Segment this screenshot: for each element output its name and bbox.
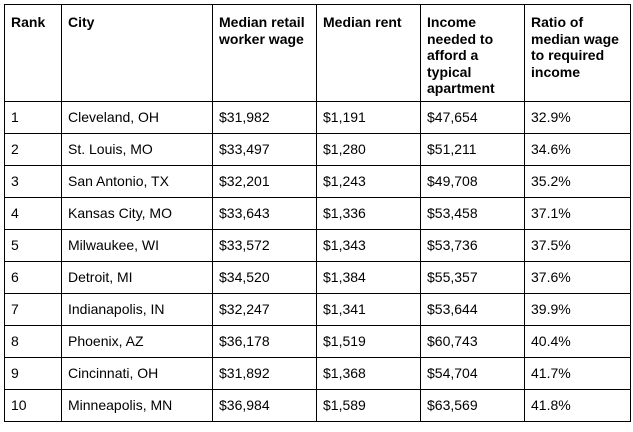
table-row: 8 Phoenix, AZ $36,178 $1,519 $60,743 40.4% (4, 325, 631, 358)
cell-rank: 2 (4, 133, 62, 166)
cell-ratio: 40.4% (524, 325, 631, 358)
cell-ratio: 37.5% (524, 229, 631, 262)
table-row: 7 Indianapolis, IN $32,247 $1,341 $53,644 39.… (4, 293, 631, 326)
header-row: Rank City Median retail worker wage Medi… (4, 4, 631, 102)
cell-rank: 7 (4, 293, 62, 326)
cell-ratio: 41.8% (524, 389, 631, 422)
table-row: 10 Minneapolis, MN $36,984 $1,589 $63,569 41.… (4, 389, 631, 422)
cell-median-wage: $36,984 (212, 389, 317, 422)
cell-ratio: 32.9% (524, 101, 631, 134)
header-rank: Rank (4, 4, 62, 102)
table-row: 3 San Antonio, TX $32,201 $1,243 $49,708 35.2… (4, 165, 631, 198)
cell-city: Indianapolis, IN (61, 293, 213, 326)
rent-affordability-table: Rank City Median retail worker wage Medi… (4, 4, 631, 422)
cell-median-wage: $36,178 (212, 325, 317, 358)
cell-median-rent: $1,336 (316, 197, 421, 230)
cell-income-needed: $53,736 (420, 229, 525, 262)
cell-median-wage: $31,982 (212, 101, 317, 134)
table-row: 1 Cleveland, OH $31,982 $1,191 $47,654 32.9% (4, 101, 631, 134)
table-row: 9 Cincinnati, OH $31,892 $1,368 $54,704 41.7% (4, 357, 631, 390)
header-ratio: Ratio of median wage to required income (524, 4, 631, 102)
cell-income-needed: $63,569 (420, 389, 525, 422)
cell-median-rent: $1,589 (316, 389, 421, 422)
cell-rank: 1 (4, 101, 62, 134)
cell-city: Minneapolis, MN (61, 389, 213, 422)
cell-ratio: 37.1% (524, 197, 631, 230)
cell-income-needed: $55,357 (420, 261, 525, 294)
cell-income-needed: $53,458 (420, 197, 525, 230)
header-income-needed: Income needed to afford a typical apartm… (420, 4, 525, 102)
cell-median-rent: $1,519 (316, 325, 421, 358)
cell-city: Kansas City, MO (61, 197, 213, 230)
cell-rank: 8 (4, 325, 62, 358)
table-row: 2 St. Louis, MO $33,497 $1,280 $51,211 34.6% (4, 133, 631, 166)
cell-rank: 9 (4, 357, 62, 390)
cell-median-wage: $33,497 (212, 133, 317, 166)
cell-rank: 4 (4, 197, 62, 230)
header-median-rent: Median rent (316, 4, 421, 102)
cell-median-wage: $32,201 (212, 165, 317, 198)
header-city: City (61, 4, 213, 102)
cell-median-rent: $1,243 (316, 165, 421, 198)
cell-median-rent: $1,280 (316, 133, 421, 166)
cell-median-wage: $31,892 (212, 357, 317, 390)
cell-income-needed: $49,708 (420, 165, 525, 198)
cell-income-needed: $54,704 (420, 357, 525, 390)
cell-city: Detroit, MI (61, 261, 213, 294)
cell-rank: 6 (4, 261, 62, 294)
cell-median-wage: $33,643 (212, 197, 317, 230)
cell-median-rent: $1,341 (316, 293, 421, 326)
cell-income-needed: $51,211 (420, 133, 525, 166)
cell-ratio: 37.6% (524, 261, 631, 294)
cell-ratio: 35.2% (524, 165, 631, 198)
cell-ratio: 34.6% (524, 133, 631, 166)
cell-median-rent: $1,384 (316, 261, 421, 294)
cell-income-needed: $60,743 (420, 325, 525, 358)
table-row: 5 Milwaukee, WI $33,572 $1,343 $53,736 37.5% (4, 229, 631, 262)
table-row: 6 Detroit, MI $34,520 $1,384 $55,357 37.6% (4, 261, 631, 294)
cell-rank: 3 (4, 165, 62, 198)
cell-city: Cleveland, OH (61, 101, 213, 134)
data-table-container: Rank City Median retail worker wage Medi… (4, 4, 631, 422)
cell-median-rent: $1,191 (316, 101, 421, 134)
cell-median-wage: $34,520 (212, 261, 317, 294)
cell-income-needed: $53,644 (420, 293, 525, 326)
cell-rank: 10 (4, 389, 62, 422)
cell-median-rent: $1,368 (316, 357, 421, 390)
cell-city: Cincinnati, OH (61, 357, 213, 390)
cell-city: Phoenix, AZ (61, 325, 213, 358)
table-body: 1 Cleveland, OH $31,982 $1,191 $47,654 32.9% 2… (4, 101, 631, 422)
cell-income-needed: $47,654 (420, 101, 525, 134)
cell-city: Milwaukee, WI (61, 229, 213, 262)
cell-median-wage: $32,247 (212, 293, 317, 326)
cell-city: St. Louis, MO (61, 133, 213, 166)
cell-city: San Antonio, TX (61, 165, 213, 198)
table-row: 4 Kansas City, MO $33,643 $1,336 $53,458 37.1… (4, 197, 631, 230)
cell-median-wage: $33,572 (212, 229, 317, 262)
cell-ratio: 41.7% (524, 357, 631, 390)
cell-median-rent: $1,343 (316, 229, 421, 262)
cell-rank: 5 (4, 229, 62, 262)
header-median-wage: Median retail worker wage (212, 4, 317, 102)
cell-ratio: 39.9% (524, 293, 631, 326)
